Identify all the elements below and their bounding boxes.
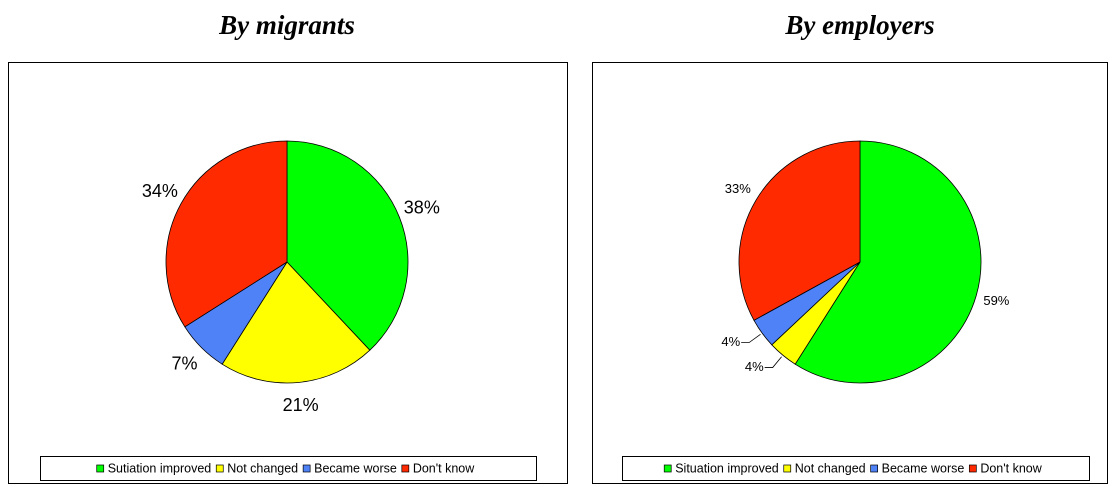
data-label: 21%: [283, 395, 319, 415]
pie-slice: [286, 140, 409, 351]
legend-label: Not changed: [227, 461, 298, 475]
legend-label: Not changed: [795, 461, 866, 475]
legend-swatch: [302, 464, 311, 473]
chart-title: By employers: [784, 10, 934, 40]
legend-label: Sutiation improved: [108, 461, 212, 475]
legend-swatch: [870, 464, 878, 473]
data-label: 38%: [404, 197, 440, 217]
legend-swatch: [783, 464, 792, 473]
data-label: 7%: [171, 353, 197, 373]
legend-swatch: [96, 464, 105, 473]
pie-slice: [165, 140, 288, 328]
leader-line: [741, 333, 761, 343]
leader-line: [764, 356, 782, 368]
legend-swatch: [663, 464, 672, 473]
legend-label: Became worse: [314, 461, 397, 475]
pie-slice: [738, 140, 861, 321]
pie-slice: [794, 140, 982, 384]
legend-swatch: [968, 464, 977, 473]
data-label: 34%: [142, 181, 178, 201]
legend-swatch: [401, 464, 410, 473]
data-label: 4%: [745, 359, 764, 374]
legend-label: Became worse: [882, 461, 965, 475]
legend-box: [40, 456, 537, 481]
legend-label: Don't know: [980, 461, 1042, 475]
chart-title: By migrants: [218, 10, 355, 40]
legend-box: [622, 456, 1090, 481]
data-label: 59%: [983, 293, 1009, 308]
legend-label: Don't know: [413, 461, 475, 475]
legend-label: Situation improved: [675, 461, 779, 475]
data-label: 33%: [725, 181, 751, 196]
legend-swatch: [215, 464, 224, 473]
data-label: 4%: [721, 334, 740, 349]
pie-slice: [221, 261, 371, 384]
